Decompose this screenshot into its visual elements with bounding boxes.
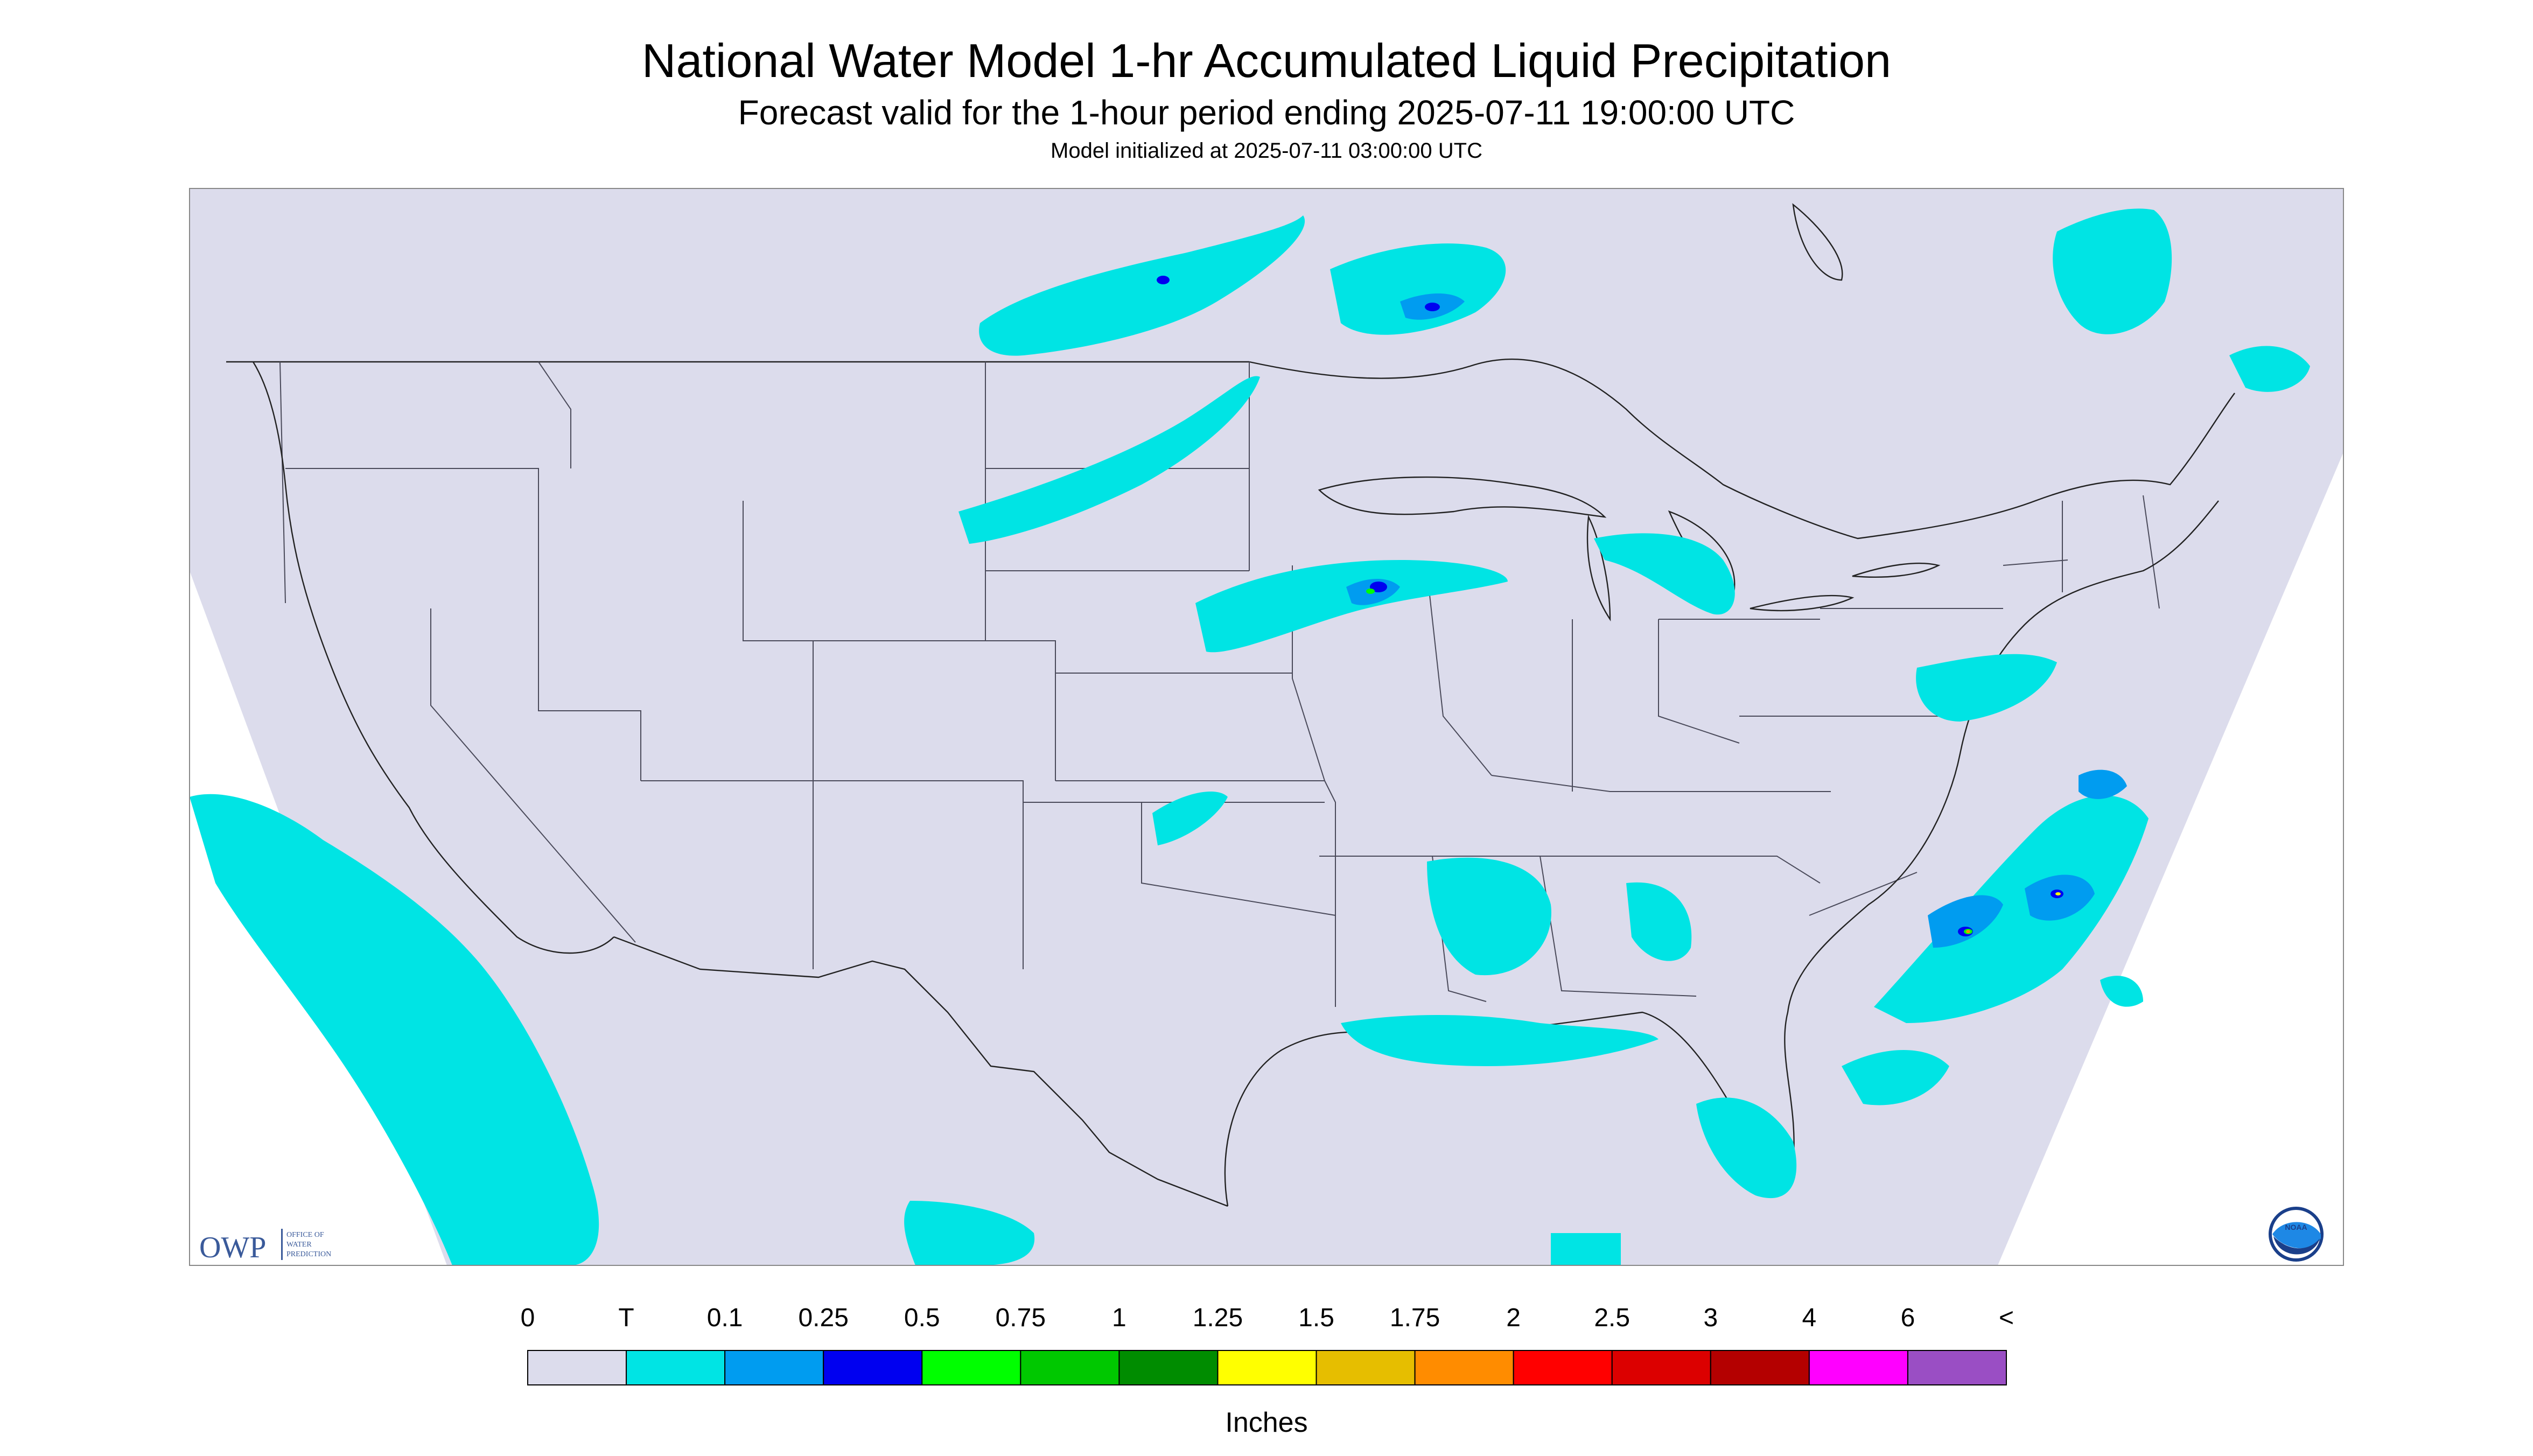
map-title: National Water Model 1-hr Accumulated Li…: [641, 34, 1892, 87]
map-frame: [189, 188, 2344, 1266]
legend-tick-label: 0.5: [904, 1304, 940, 1332]
legend-tick-label: 0: [520, 1304, 535, 1332]
owp-logo-letters: OWP: [199, 1231, 266, 1264]
owp-logo-text-3: PREDICTION: [286, 1250, 331, 1258]
legend-swatch: [724, 1350, 824, 1385]
country-borders: [226, 358, 2235, 1207]
noaa-logo-text: NOAA: [2285, 1223, 2307, 1231]
precip-trace-areas: [190, 208, 2310, 1265]
owp-logo-text-1: OFFICE OF: [286, 1231, 324, 1239]
legend-tick-label: 1.5: [1298, 1304, 1334, 1332]
legend-tick-label: T: [618, 1304, 634, 1332]
precip-heavy-cores: [1366, 589, 2061, 934]
legend-tick-label: 3: [1703, 1304, 1718, 1332]
legend-tick-label: 0.25: [798, 1304, 849, 1332]
legend-swatch: [1513, 1350, 1613, 1385]
legend-swatch: [1907, 1350, 2007, 1385]
owp-logo-text-2: WATER: [286, 1241, 312, 1249]
legend-units: Inches: [1225, 1407, 1308, 1438]
legend-tick-label: 0.1: [706, 1304, 743, 1332]
legend-tick-label: 2.5: [1594, 1304, 1631, 1332]
legend-tick-label: 2: [1506, 1304, 1521, 1332]
legend-tick-label: 4: [1802, 1304, 1817, 1332]
model-init-time: Model initialized at 2025-07-11 03:00:00…: [1051, 139, 1482, 163]
model-domain: [190, 188, 2343, 1265]
legend-tick-label: 1.75: [1389, 1304, 1440, 1332]
legend-swatch: [823, 1350, 923, 1385]
legend-swatch: [1414, 1350, 1514, 1385]
noaa-logo: NOAA: [2269, 1207, 2324, 1262]
legend-swatch: [921, 1350, 1021, 1385]
legend-swatch: [1020, 1350, 1120, 1385]
precip-moderate-areas: [1157, 276, 2063, 936]
legend-swatch: [1611, 1350, 1711, 1385]
legend-swatch: [1217, 1350, 1317, 1385]
legend-tick-label: 0.75: [995, 1304, 1046, 1332]
legend-swatch: [1808, 1350, 1908, 1385]
legend-swatch: [1316, 1350, 1416, 1385]
map-subtitle: Forecast valid for the 1-hour period end…: [738, 93, 1795, 132]
legend-tick-label: 6: [1900, 1304, 1915, 1332]
legend-swatch: [1710, 1350, 1810, 1385]
legend-swatch: [626, 1350, 726, 1385]
legend-swatch: [1118, 1350, 1219, 1385]
legend-tick-label: 1: [1112, 1304, 1126, 1332]
legend-color-bar: [527, 1350, 2007, 1385]
legend-tick-label: <: [1998, 1304, 2014, 1332]
legend-tick-label: 1.25: [1192, 1304, 1243, 1332]
legend-swatch: [527, 1350, 627, 1385]
owp-logo: OWP OFFICE OF WATER PREDICTION: [199, 1229, 331, 1264]
